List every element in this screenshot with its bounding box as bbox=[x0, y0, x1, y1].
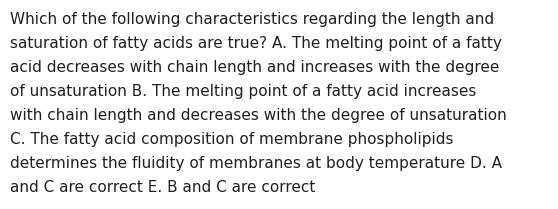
Text: acid decreases with chain length and increases with the degree: acid decreases with chain length and inc… bbox=[10, 60, 499, 75]
Text: of unsaturation B. The melting point of a fatty acid increases: of unsaturation B. The melting point of … bbox=[10, 84, 477, 99]
Text: determines the fluidity of membranes at body temperature D. A: determines the fluidity of membranes at … bbox=[10, 156, 502, 171]
Text: with chain length and decreases with the degree of unsaturation: with chain length and decreases with the… bbox=[10, 108, 507, 123]
Text: and C are correct E. B and C are correct: and C are correct E. B and C are correct bbox=[10, 180, 315, 195]
Text: Which of the following characteristics regarding the length and: Which of the following characteristics r… bbox=[10, 12, 494, 27]
Text: saturation of fatty acids are true? A. The melting point of a fatty: saturation of fatty acids are true? A. T… bbox=[10, 36, 502, 51]
Text: C. The fatty acid composition of membrane phospholipids: C. The fatty acid composition of membran… bbox=[10, 132, 454, 147]
